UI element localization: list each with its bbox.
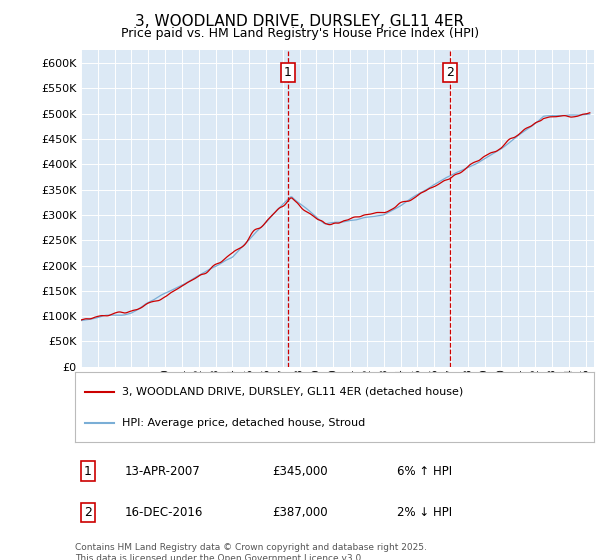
Text: 2: 2 [84, 506, 92, 519]
Text: 2: 2 [446, 66, 454, 79]
Text: £345,000: £345,000 [272, 465, 328, 478]
Text: 2% ↓ HPI: 2% ↓ HPI [397, 506, 452, 519]
Text: 3, WOODLAND DRIVE, DURSLEY, GL11 4ER (detached house): 3, WOODLAND DRIVE, DURSLEY, GL11 4ER (de… [122, 387, 463, 397]
Text: 3, WOODLAND DRIVE, DURSLEY, GL11 4ER: 3, WOODLAND DRIVE, DURSLEY, GL11 4ER [136, 14, 464, 29]
Text: HPI: Average price, detached house, Stroud: HPI: Average price, detached house, Stro… [122, 418, 365, 428]
Text: 1: 1 [84, 465, 92, 478]
Text: Price paid vs. HM Land Registry's House Price Index (HPI): Price paid vs. HM Land Registry's House … [121, 27, 479, 40]
Text: 16-DEC-2016: 16-DEC-2016 [124, 506, 203, 519]
Text: £387,000: £387,000 [272, 506, 328, 519]
Text: 13-APR-2007: 13-APR-2007 [124, 465, 200, 478]
Text: 6% ↑ HPI: 6% ↑ HPI [397, 465, 452, 478]
Text: 1: 1 [284, 66, 292, 79]
Text: Contains HM Land Registry data © Crown copyright and database right 2025.
This d: Contains HM Land Registry data © Crown c… [75, 543, 427, 560]
